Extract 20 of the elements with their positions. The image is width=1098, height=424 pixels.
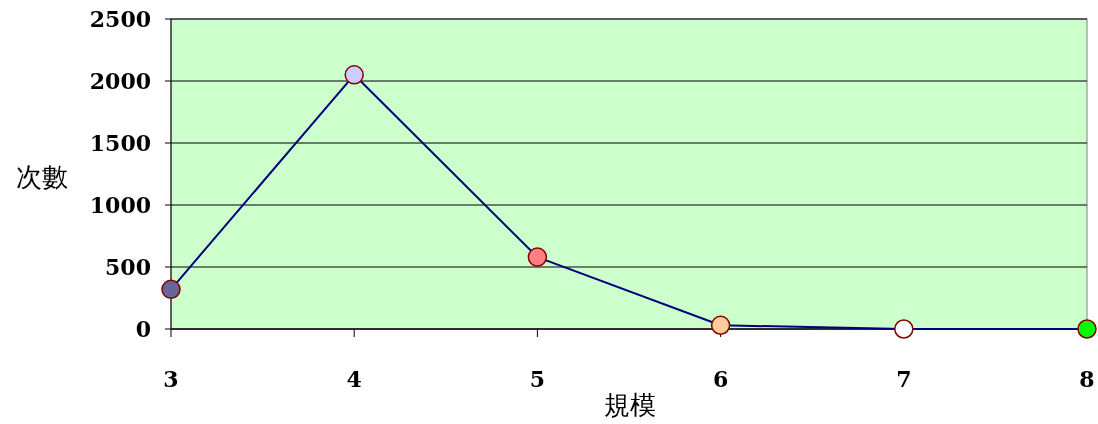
y-tick-label: 500 xyxy=(105,254,151,280)
point xyxy=(710,315,731,336)
y-tick-label: 1500 xyxy=(89,130,151,156)
y-tick-label: 2000 xyxy=(89,68,151,94)
x-tick-label: 6 xyxy=(712,366,729,392)
point xyxy=(1077,319,1097,339)
x-tick-label: 5 xyxy=(529,366,546,392)
point xyxy=(161,279,181,300)
x-tick-label: 4 xyxy=(346,366,362,392)
point xyxy=(527,247,548,267)
point xyxy=(344,65,364,85)
x-tick-label: 7 xyxy=(896,366,912,392)
x-tick-label: 8 xyxy=(1079,366,1095,392)
x-axis-title: 規模 xyxy=(604,390,656,420)
y-tick-label: 0 xyxy=(135,316,151,342)
y-tick-label: 1000 xyxy=(89,192,151,218)
y-axis-title: 次數 xyxy=(16,162,68,192)
point xyxy=(894,319,914,339)
y-tick-label: 2500 xyxy=(89,6,151,32)
x-tick-label: 3 xyxy=(163,366,179,392)
